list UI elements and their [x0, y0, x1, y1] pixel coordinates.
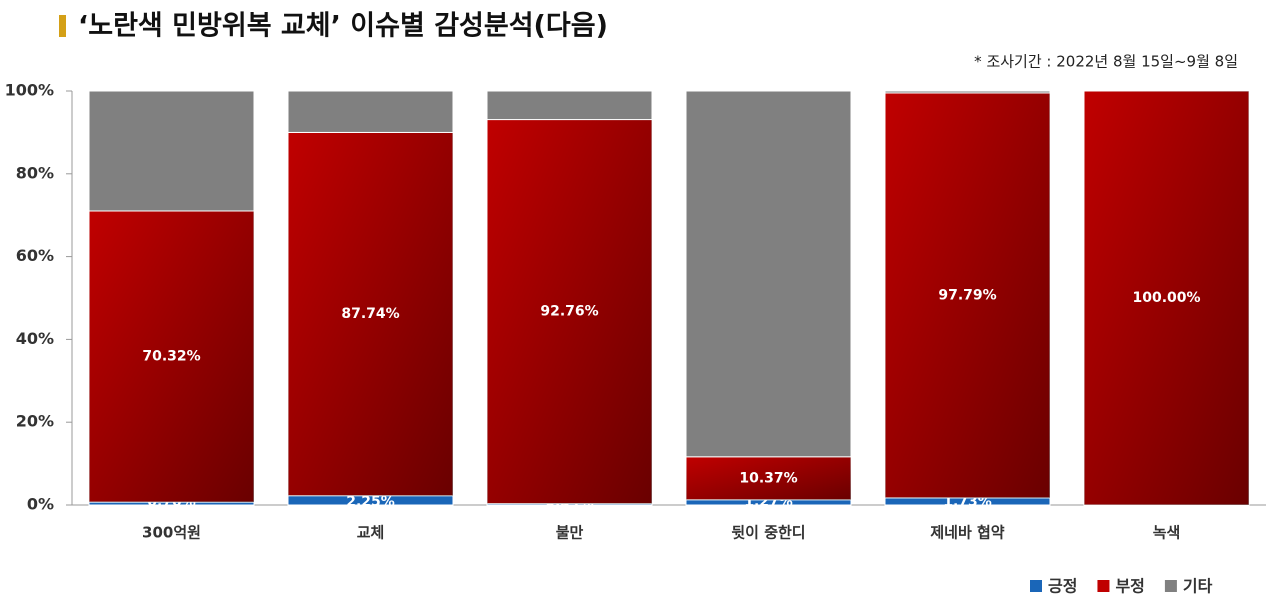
legend-swatch	[1030, 580, 1042, 592]
x-tick-label: 불만	[556, 524, 584, 542]
legend-swatch	[1097, 580, 1110, 592]
chart-title: ‘노란색 민방위복 교체’ 이슈별 감성분석(다음)	[78, 11, 608, 42]
data-label: 70.32%	[142, 349, 200, 365]
y-tick-label: 80%	[16, 163, 54, 182]
bar-shade	[288, 132, 453, 496]
bar-shade	[487, 119, 652, 504]
chart-subtitle: * 조사기간 : 2022년 8월 15일~9월 8일	[974, 53, 1238, 71]
bar-shade	[1084, 91, 1249, 505]
x-tick-label: 300억원	[142, 524, 201, 542]
legend-label: 기타	[1183, 577, 1213, 596]
bar-shade	[686, 456, 851, 500]
x-tick-label: 녹색	[1153, 524, 1181, 542]
y-tick-label: 100%	[5, 81, 54, 100]
data-label: 100.00%	[1132, 290, 1200, 306]
legend-label: 부정	[1115, 577, 1144, 596]
legend-label: 긍정	[1048, 577, 1077, 596]
bar-segment	[287, 90, 454, 133]
bar-segment	[88, 90, 255, 212]
bar-shade	[89, 210, 254, 503]
bar-shade	[885, 92, 1050, 498]
data-label: 87.74%	[341, 306, 399, 322]
data-label: 92.76%	[540, 304, 598, 320]
data-label: 97.79%	[938, 287, 996, 303]
bar-segment	[486, 90, 653, 121]
x-tick-label: 뒷이 중한디	[731, 524, 805, 542]
y-tick-label: 0%	[27, 495, 54, 514]
y-tick-label: 20%	[16, 412, 54, 431]
data-label: 10.37%	[739, 470, 797, 486]
x-tick-label: 교체	[357, 524, 385, 542]
bar-segment	[685, 90, 852, 458]
y-tick-label: 60%	[16, 246, 54, 265]
x-tick-label: 제네바 협약	[930, 524, 1004, 542]
legend-swatch	[1164, 580, 1177, 592]
title-marker	[59, 15, 66, 37]
bar-segment	[884, 90, 1051, 94]
y-tick-label: 40%	[16, 329, 54, 348]
data-label: 2.25%	[346, 494, 395, 510]
